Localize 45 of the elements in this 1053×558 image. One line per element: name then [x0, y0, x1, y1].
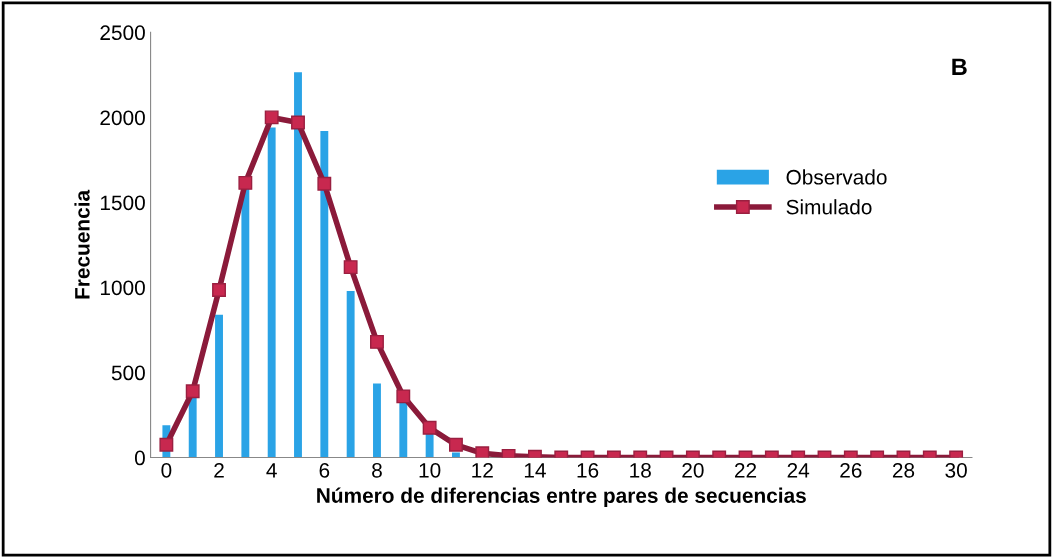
x-tick-label: 2: [214, 462, 224, 478]
bar: [215, 314, 223, 458]
x-tick-label: 28: [892, 462, 915, 478]
point: [264, 110, 279, 125]
annotation: B: [952, 58, 967, 75]
bar: [399, 401, 408, 458]
legend-label: Observado: [786, 169, 887, 185]
point: [343, 260, 358, 275]
point: [238, 175, 253, 190]
x-tick-label: 12: [472, 462, 493, 478]
x-axis-title: Número de diferencias entre pares de secuencias: [317, 487, 806, 507]
bar: [267, 127, 276, 458]
point: [317, 176, 332, 191]
bar: [346, 290, 355, 458]
x-tick-label: 22: [734, 462, 757, 478]
x-tick-label: 20: [682, 462, 704, 478]
x-tick-label: 26: [840, 462, 862, 478]
x-tick-label: 18: [630, 462, 651, 478]
x-tick-label: 14: [524, 463, 546, 478]
point: [291, 115, 305, 130]
bar: [188, 398, 197, 458]
point: [212, 283, 226, 297]
bar: [452, 452, 460, 458]
x-tick-label: 4: [266, 463, 277, 478]
y-tick-label: 500: [111, 365, 145, 381]
y-tick-label: 2000: [100, 110, 145, 126]
x-tick-label: 6: [319, 462, 330, 478]
legend-label: Simulado: [786, 199, 872, 215]
y-tick-label: 1500: [100, 195, 145, 211]
x-tick-label: 16: [577, 462, 599, 478]
bar: [294, 72, 302, 458]
bar: [320, 131, 329, 458]
point: [370, 334, 384, 349]
bar: [373, 383, 381, 458]
bar: [241, 188, 250, 458]
x-tick-label: 30: [945, 462, 967, 478]
y-axis-title: Frecuencia: [74, 189, 90, 299]
y-tick-label: 1000: [100, 280, 145, 296]
y-tick-label: 2500: [100, 25, 145, 41]
x-tick-label: 10: [419, 462, 441, 478]
x-tick-label: 24: [787, 462, 810, 478]
bar: [425, 433, 434, 458]
y-tick-label: 0: [134, 450, 145, 466]
x-tick-label: 8: [372, 462, 382, 478]
x-tick-label: 0: [161, 462, 172, 478]
